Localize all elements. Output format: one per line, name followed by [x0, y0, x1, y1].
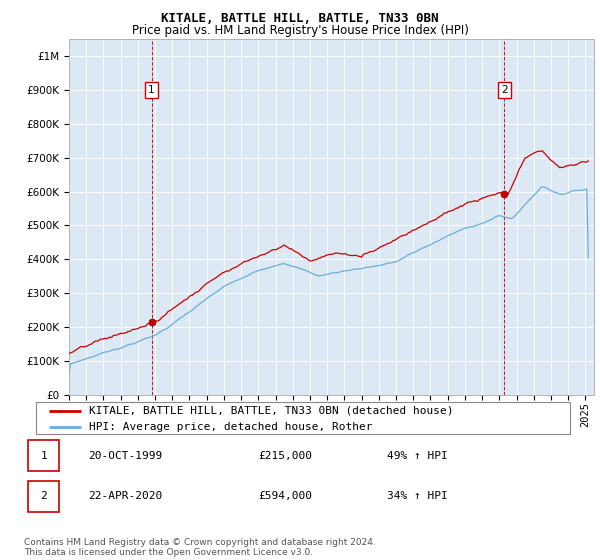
Text: 1: 1 — [148, 85, 155, 95]
Text: 22-APR-2020: 22-APR-2020 — [88, 491, 163, 501]
Text: Contains HM Land Registry data © Crown copyright and database right 2024.
This d: Contains HM Land Registry data © Crown c… — [24, 538, 376, 557]
Text: 49% ↑ HPI: 49% ↑ HPI — [387, 451, 448, 461]
Text: 1: 1 — [40, 451, 47, 461]
Text: £215,000: £215,000 — [259, 451, 313, 461]
Text: 2: 2 — [501, 85, 508, 95]
Text: KITALE, BATTLE HILL, BATTLE, TN33 0BN (detached house): KITALE, BATTLE HILL, BATTLE, TN33 0BN (d… — [89, 405, 454, 416]
Text: 20-OCT-1999: 20-OCT-1999 — [88, 451, 163, 461]
FancyBboxPatch shape — [36, 402, 570, 434]
Text: KITALE, BATTLE HILL, BATTLE, TN33 0BN: KITALE, BATTLE HILL, BATTLE, TN33 0BN — [161, 12, 439, 25]
Text: £594,000: £594,000 — [259, 491, 313, 501]
Text: HPI: Average price, detached house, Rother: HPI: Average price, detached house, Roth… — [89, 422, 373, 432]
FancyBboxPatch shape — [28, 481, 59, 512]
Text: 2: 2 — [40, 491, 47, 501]
Text: 34% ↑ HPI: 34% ↑ HPI — [387, 491, 448, 501]
Text: Price paid vs. HM Land Registry's House Price Index (HPI): Price paid vs. HM Land Registry's House … — [131, 24, 469, 37]
FancyBboxPatch shape — [28, 440, 59, 471]
